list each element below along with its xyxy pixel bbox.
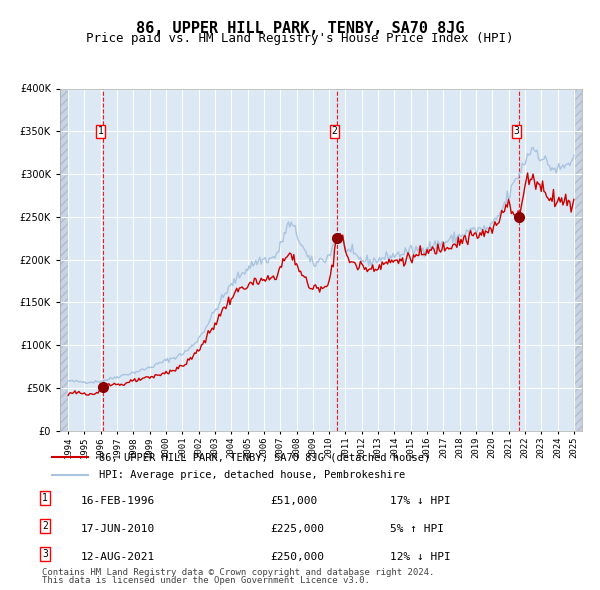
Text: £51,000: £51,000	[270, 496, 317, 506]
Text: 3: 3	[514, 126, 520, 136]
Bar	[60, 88, 68, 431]
Text: 16-FEB-1996: 16-FEB-1996	[81, 496, 155, 506]
Text: £250,000: £250,000	[270, 552, 324, 562]
Text: Price paid vs. HM Land Registry's House Price Index (HPI): Price paid vs. HM Land Registry's House …	[86, 32, 514, 45]
Text: 1: 1	[98, 126, 104, 136]
Bar	[574, 88, 582, 431]
Text: 17% ↓ HPI: 17% ↓ HPI	[390, 496, 451, 506]
Text: 86, UPPER HILL PARK, TENBY, SA70 8JG (detached house): 86, UPPER HILL PARK, TENBY, SA70 8JG (de…	[99, 452, 430, 462]
Text: 12% ↓ HPI: 12% ↓ HPI	[390, 552, 451, 562]
Text: 2: 2	[332, 126, 338, 136]
Text: 3: 3	[42, 549, 48, 559]
Text: 17-JUN-2010: 17-JUN-2010	[81, 524, 155, 534]
Text: 86, UPPER HILL PARK, TENBY, SA70 8JG: 86, UPPER HILL PARK, TENBY, SA70 8JG	[136, 21, 464, 35]
Text: 2: 2	[42, 521, 48, 531]
Bar	[574, 88, 582, 431]
Text: HPI: Average price, detached house, Pembrokeshire: HPI: Average price, detached house, Pemb…	[99, 470, 405, 480]
Text: £225,000: £225,000	[270, 524, 324, 534]
Text: 1: 1	[42, 493, 48, 503]
Bar	[60, 88, 68, 431]
Text: 5% ↑ HPI: 5% ↑ HPI	[390, 524, 444, 534]
Text: This data is licensed under the Open Government Licence v3.0.: This data is licensed under the Open Gov…	[42, 576, 370, 585]
Text: 12-AUG-2021: 12-AUG-2021	[81, 552, 155, 562]
Text: Contains HM Land Registry data © Crown copyright and database right 2024.: Contains HM Land Registry data © Crown c…	[42, 568, 434, 577]
